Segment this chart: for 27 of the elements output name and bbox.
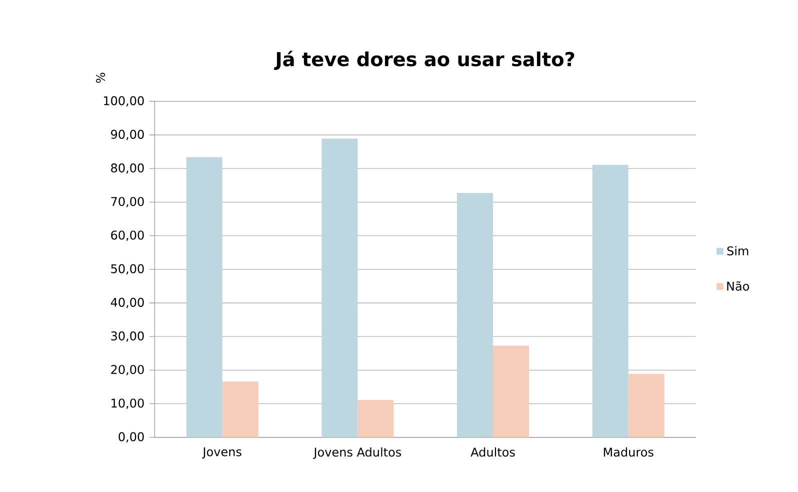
bar: [628, 374, 664, 438]
bar: [322, 138, 358, 438]
x-tick-label: Jovens: [202, 447, 242, 459]
chart-title: Já teve dores ao usar salto?: [274, 50, 574, 70]
x-tick-label: Jovens Adultos: [313, 447, 402, 459]
legend-label: Não: [727, 281, 750, 291]
bar: [493, 346, 530, 438]
x-tick-label: Adultos: [470, 447, 515, 457]
y-tick-label: 40,00: [110, 298, 144, 308]
y-tick-label: 0,00: [118, 432, 144, 442]
bar: [592, 164, 628, 438]
bar: [222, 382, 258, 438]
y-tick-label: 60,00: [111, 230, 144, 241]
bar: [358, 400, 394, 438]
y-tick-label: 90,00: [111, 130, 144, 140]
x-tick-label: Maduros: [604, 447, 654, 457]
y-tick-label: 50,00: [111, 264, 144, 274]
bar: [457, 193, 494, 438]
y-tick-label: 100,00: [104, 96, 144, 106]
y-tick-label: 20,00: [111, 364, 144, 376]
y-axis-title: %: [96, 72, 106, 83]
y-tick-label: 80,00: [111, 163, 144, 174]
y-tick-label: 10,00: [112, 398, 144, 409]
y-tick-label: 30,00: [111, 331, 144, 342]
y-tick-label: 70,00: [111, 196, 144, 208]
legend-label: Sim: [727, 246, 748, 256]
bar: [186, 157, 222, 438]
